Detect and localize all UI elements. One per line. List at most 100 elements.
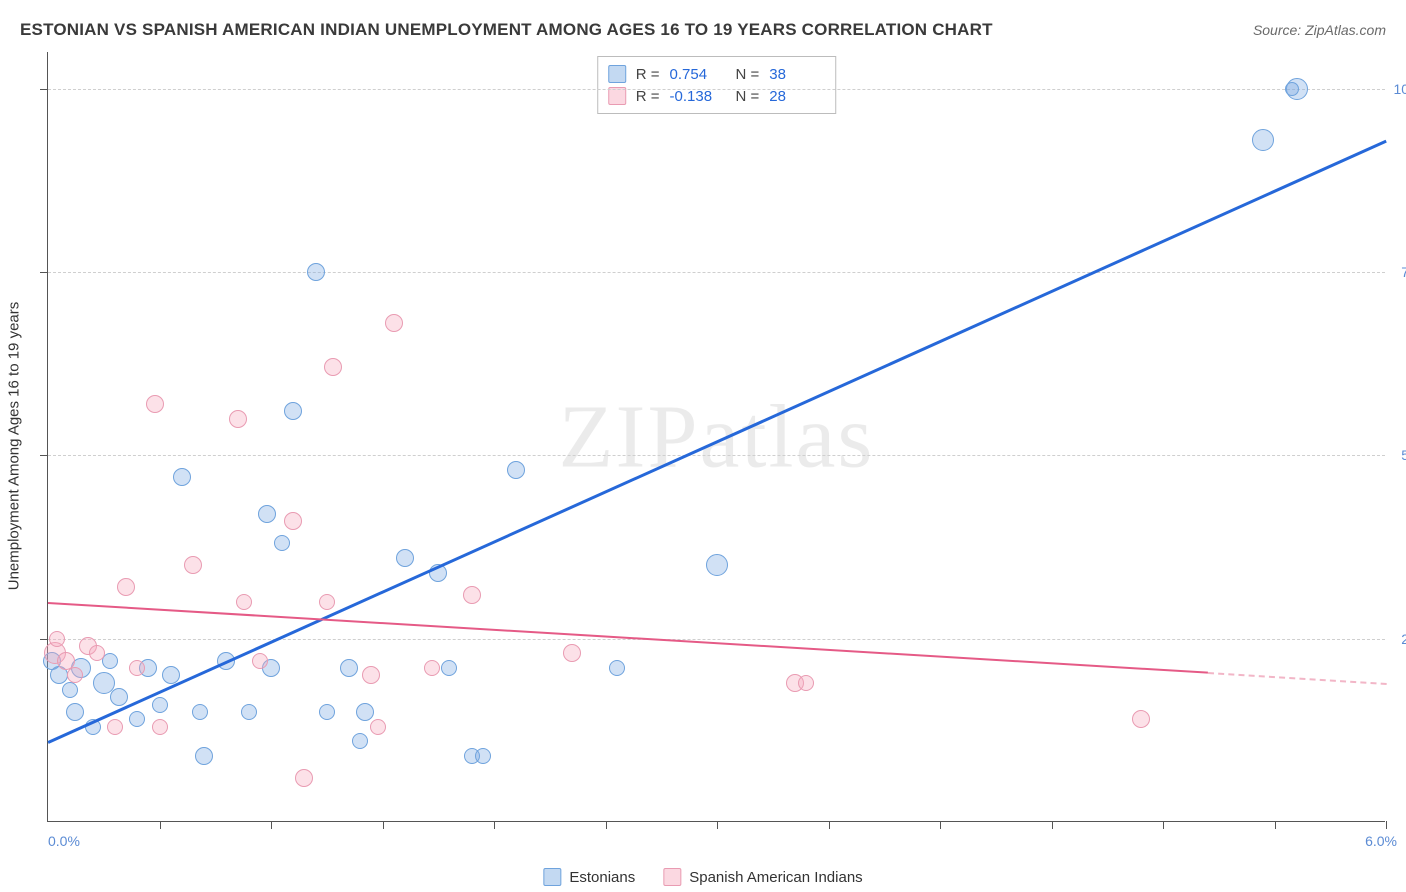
data-point [146, 395, 164, 413]
data-point [1285, 82, 1299, 96]
correlation-legend-box: R = 0.754 N = 38 R = -0.138 N = 28 [597, 56, 837, 114]
y-tick-label: 25.0% [1401, 631, 1406, 647]
data-point [385, 314, 403, 332]
data-point [236, 594, 252, 610]
data-point [252, 653, 268, 669]
data-point [441, 660, 457, 676]
r-label: R = [636, 66, 660, 83]
y-tick-label: 75.0% [1401, 264, 1406, 280]
data-point [274, 535, 290, 551]
data-point [563, 644, 581, 662]
x-tick [1386, 821, 1387, 829]
legend-label: Estonians [569, 869, 635, 886]
data-point [706, 554, 728, 576]
x-tick [717, 821, 718, 829]
series-legend: Estonians Spanish American Indians [543, 868, 862, 886]
swatch-icon [608, 65, 626, 83]
y-tick-label: 50.0% [1401, 447, 1406, 463]
n-label: N = [736, 66, 760, 83]
n-value: 38 [769, 66, 825, 83]
correlation-row-estonians: R = 0.754 N = 38 [608, 63, 826, 85]
data-point [463, 586, 481, 604]
data-point [129, 711, 145, 727]
x-tick [160, 821, 161, 829]
data-point [192, 704, 208, 720]
data-point [258, 505, 276, 523]
gridline-h [48, 455, 1385, 456]
data-point [173, 468, 191, 486]
data-point [89, 645, 105, 661]
y-tick [40, 89, 48, 90]
data-point [67, 667, 83, 683]
x-tick [940, 821, 941, 829]
r-value: -0.138 [670, 88, 726, 105]
y-tick [40, 639, 48, 640]
x-tick [1163, 821, 1164, 829]
data-point [129, 660, 145, 676]
header-row: ESTONIAN VS SPANISH AMERICAN INDIAN UNEM… [20, 20, 1386, 40]
n-value: 28 [769, 88, 825, 105]
data-point [117, 578, 135, 596]
data-point [1252, 129, 1274, 151]
data-point [110, 688, 128, 706]
data-point [319, 704, 335, 720]
gridline-h [48, 89, 1385, 90]
x-tick-label-max: 6.0% [1365, 833, 1397, 849]
data-point [798, 675, 814, 691]
gridline-h [48, 639, 1385, 640]
data-point [195, 747, 213, 765]
data-point [295, 769, 313, 787]
data-point [324, 358, 342, 376]
x-tick-label-min: 0.0% [48, 833, 80, 849]
x-tick [829, 821, 830, 829]
data-point [107, 719, 123, 735]
data-point [507, 461, 525, 479]
data-point [241, 704, 257, 720]
y-tick-label: 100.0% [1394, 81, 1406, 97]
data-point [1132, 710, 1150, 728]
data-point [152, 719, 168, 735]
regression-line-spanish-extrapolated [1208, 672, 1387, 685]
data-point [152, 697, 168, 713]
watermark-text: ZIPatlas [559, 385, 875, 488]
x-tick [1275, 821, 1276, 829]
data-point [370, 719, 386, 735]
legend-item-spanish: Spanish American Indians [663, 868, 862, 886]
data-point [62, 682, 78, 698]
data-point [340, 659, 358, 677]
data-point [66, 703, 84, 721]
data-point [184, 556, 202, 574]
scatter-plot-area: ZIPatlas R = 0.754 N = 38 R = -0.138 N =… [47, 52, 1385, 822]
legend-item-estonians: Estonians [543, 868, 635, 886]
gridline-h [48, 272, 1385, 273]
data-point [475, 748, 491, 764]
legend-label: Spanish American Indians [689, 869, 862, 886]
swatch-icon [608, 87, 626, 105]
source-attribution: Source: ZipAtlas.com [1253, 22, 1386, 38]
r-label: R = [636, 88, 660, 105]
regression-line-estonians [47, 140, 1386, 744]
x-tick [383, 821, 384, 829]
x-tick [606, 821, 607, 829]
swatch-icon [543, 868, 561, 886]
swatch-icon [663, 868, 681, 886]
data-point [362, 666, 380, 684]
data-point [49, 631, 65, 647]
n-label: N = [736, 88, 760, 105]
y-tick [40, 272, 48, 273]
data-point [307, 263, 325, 281]
x-tick [494, 821, 495, 829]
data-point [284, 512, 302, 530]
chart-title: ESTONIAN VS SPANISH AMERICAN INDIAN UNEM… [20, 20, 993, 40]
r-value: 0.754 [670, 66, 726, 83]
data-point [396, 549, 414, 567]
x-tick [1052, 821, 1053, 829]
data-point [229, 410, 247, 428]
data-point [284, 402, 302, 420]
data-point [352, 733, 368, 749]
data-point [93, 672, 115, 694]
y-tick [40, 455, 48, 456]
data-point [424, 660, 440, 676]
y-axis-title: Unemployment Among Ages 16 to 19 years [6, 302, 23, 591]
data-point [356, 703, 374, 721]
